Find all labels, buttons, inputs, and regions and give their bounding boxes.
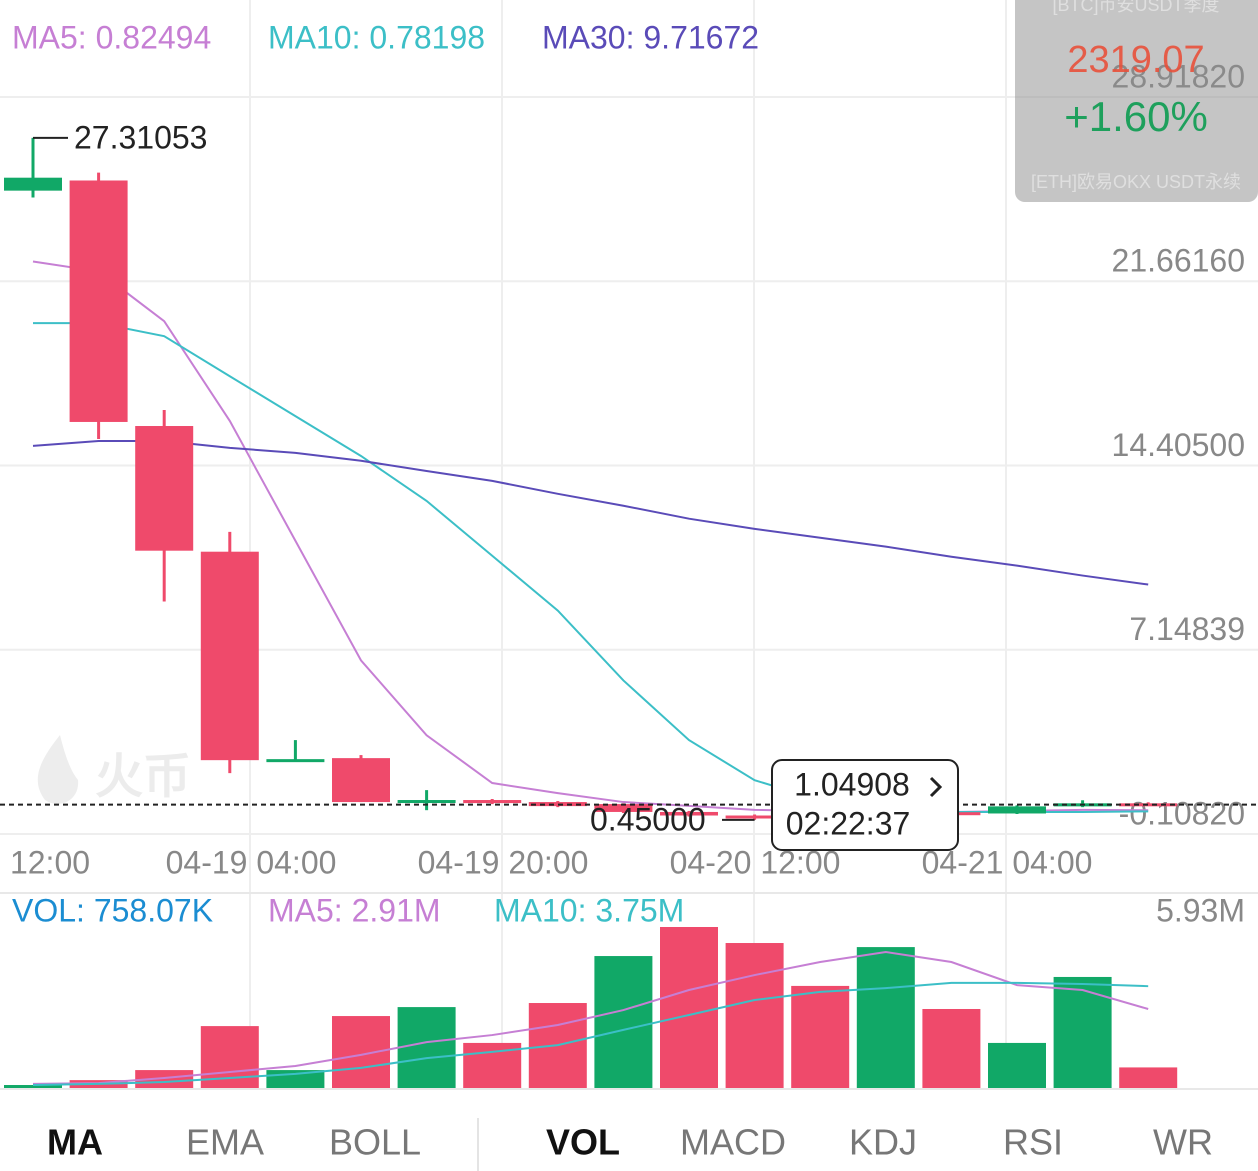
volume-bar bbox=[594, 956, 653, 1088]
candle-body bbox=[463, 800, 522, 804]
volume-bar bbox=[1119, 1067, 1178, 1088]
ma-line bbox=[32, 260, 1149, 813]
current-price: 1.04908 bbox=[794, 766, 910, 802]
volume-bar bbox=[725, 943, 784, 1088]
price-tooltip[interactable] bbox=[771, 759, 959, 851]
candle-body bbox=[660, 811, 718, 816]
candle-body bbox=[4, 177, 62, 191]
min-label: 0.45000 bbox=[590, 801, 706, 837]
indicator-tab[interactable]: RSI bbox=[1003, 1122, 1063, 1163]
overlay-bottom: [ETH]欧易OKX USDT永续 bbox=[1031, 172, 1241, 192]
max-label: 27.31053 bbox=[74, 119, 207, 155]
overlay-price: 2319.07 bbox=[1067, 39, 1204, 81]
countdown: 02:22:37 bbox=[786, 805, 911, 841]
vol-ma-line bbox=[32, 950, 1149, 1085]
overlay-change: +1.60% bbox=[1064, 93, 1208, 140]
indicator-tab[interactable]: EMA bbox=[186, 1122, 264, 1163]
y-tick-label: 21.66160 bbox=[1112, 243, 1245, 279]
quote-overlay[interactable] bbox=[1015, 0, 1258, 202]
y-tick-label: 14.40500 bbox=[1112, 427, 1245, 463]
volume-bar bbox=[135, 1070, 194, 1088]
ma-line bbox=[33, 322, 1149, 813]
volume-bar bbox=[4, 1085, 62, 1088]
ma-legend: MA5: 0.82494 bbox=[12, 19, 211, 55]
watermark: 火币 bbox=[95, 751, 191, 804]
volume-bar bbox=[332, 1016, 390, 1088]
ma-legend: MA10: 0.78198 bbox=[268, 19, 485, 55]
indicator-tab[interactable]: KDJ bbox=[849, 1122, 917, 1163]
watermark-flame bbox=[37, 735, 79, 804]
candle-body bbox=[135, 426, 194, 551]
y-tick-label: -0.10820 bbox=[1119, 795, 1245, 831]
volume-bar bbox=[988, 1042, 1046, 1088]
candle-body bbox=[266, 759, 325, 763]
indicator-tab[interactable]: VOL bbox=[546, 1122, 620, 1163]
indicator-tab[interactable]: MA bbox=[47, 1122, 103, 1163]
volume-bar bbox=[397, 1007, 456, 1088]
x-tick-label: 04-19 20:00 bbox=[418, 844, 589, 880]
candle-body bbox=[528, 802, 587, 807]
volume-bar bbox=[856, 947, 915, 1088]
candle-body bbox=[725, 815, 784, 819]
candle-body bbox=[69, 180, 128, 422]
overlay-top: [BTC]币安USDT季度 bbox=[1052, 0, 1219, 15]
candle-body bbox=[594, 804, 653, 812]
vol-legend: VOL: 758.07K bbox=[12, 892, 213, 928]
indicator-tab[interactable]: BOLL bbox=[329, 1122, 421, 1163]
candle-body bbox=[988, 806, 1046, 814]
candle-body bbox=[1119, 803, 1178, 807]
ma-line bbox=[32, 439, 1149, 586]
volume-bar bbox=[922, 1008, 981, 1088]
vol-tick-label: 5.93M bbox=[1156, 892, 1245, 928]
y-tick-label: 7.14839 bbox=[1129, 611, 1245, 647]
x-tick-label: 12:00 bbox=[10, 844, 90, 880]
indicator-tab[interactable]: MACD bbox=[680, 1122, 786, 1163]
candle-body bbox=[397, 800, 456, 804]
candle-body bbox=[332, 758, 390, 803]
volume-bar bbox=[1053, 976, 1112, 1088]
candle-body bbox=[200, 551, 259, 761]
volume-bar bbox=[791, 985, 850, 1088]
chevron bbox=[929, 776, 943, 798]
volume-bar bbox=[660, 927, 718, 1088]
vol-legend: MA10: 3.75M bbox=[494, 892, 684, 928]
indicator-tab[interactable]: WR bbox=[1153, 1122, 1213, 1163]
x-tick-label: 04-19 04:00 bbox=[166, 844, 337, 880]
vol-ma-line bbox=[32, 981, 1149, 1087]
vol-legend: MA5: 2.91M bbox=[268, 892, 441, 928]
ma-legend: MA30: 9.71672 bbox=[542, 19, 759, 55]
